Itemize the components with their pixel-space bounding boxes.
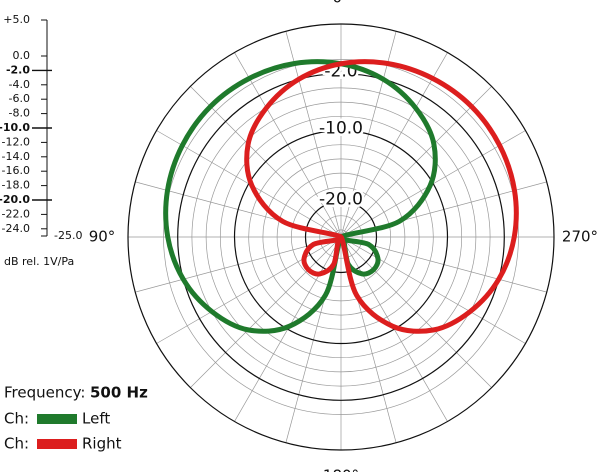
scale-tick-label: -6.0 bbox=[9, 92, 30, 105]
scale-tick-label: -22.0 bbox=[2, 207, 30, 220]
radial-axis-label: dB rel. 1V/Pa bbox=[4, 255, 74, 268]
polar-curve bbox=[244, 59, 519, 334]
frequency-label: Frequency: bbox=[4, 384, 85, 402]
ring bbox=[262, 158, 420, 316]
ring bbox=[248, 144, 434, 330]
ring bbox=[127, 23, 555, 451]
legend-swatch bbox=[37, 439, 77, 449]
legend-prefix: Ch: bbox=[4, 410, 29, 428]
ring bbox=[319, 215, 363, 259]
ring bbox=[177, 73, 505, 401]
angle-label: 0° bbox=[332, 0, 349, 7]
scale-tick-label: -24.0 bbox=[2, 222, 30, 235]
angle-label: 90° bbox=[89, 228, 116, 246]
scale-tick-label: -16.0 bbox=[2, 164, 30, 177]
ring bbox=[191, 87, 491, 387]
ring-label: -10.0 bbox=[319, 119, 363, 139]
scale-tick-label: -20.0 bbox=[0, 193, 30, 206]
scale-tick-label: -8.0 bbox=[9, 107, 30, 120]
angle-label: 270° bbox=[562, 228, 598, 246]
ring bbox=[219, 115, 463, 359]
scale-tick-label: -10.0 bbox=[0, 121, 30, 134]
legend-label: Right bbox=[82, 435, 122, 453]
scale-tick-label: -14.0 bbox=[2, 150, 30, 163]
scale-tick-label: 0.0 bbox=[13, 49, 31, 62]
angle-label: 180° bbox=[323, 467, 359, 472]
ring bbox=[304, 200, 378, 274]
scale-tick-label: -2.0 bbox=[6, 63, 30, 76]
ring bbox=[163, 59, 519, 415]
scale-tick-label: -18.0 bbox=[2, 179, 30, 192]
legend-label: Left bbox=[82, 410, 110, 428]
legend-swatch bbox=[37, 414, 77, 424]
scale-tick-label: -4.0 bbox=[9, 78, 30, 91]
ring bbox=[276, 172, 406, 302]
ring-label: -20.0 bbox=[319, 190, 363, 210]
ring bbox=[290, 186, 392, 288]
legend-prefix: Ch: bbox=[4, 435, 29, 453]
scale-tick-label: -12.0 bbox=[2, 135, 30, 148]
ring bbox=[233, 129, 449, 345]
scale-tick-label: +5.0 bbox=[3, 13, 30, 26]
frequency-value: 500 Hz bbox=[90, 384, 148, 402]
ring bbox=[205, 101, 477, 373]
scale-tick-label: -25.0 bbox=[54, 229, 82, 242]
